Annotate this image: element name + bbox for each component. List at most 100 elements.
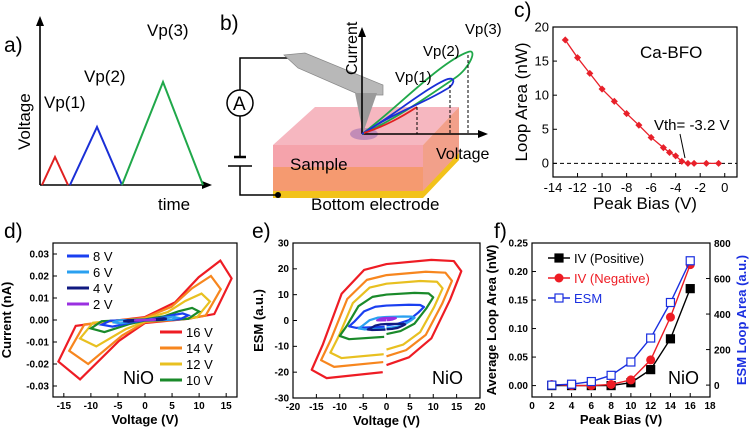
b-xlabel: Voltage	[436, 146, 489, 163]
x-tick-label: -14	[544, 180, 563, 195]
y-tick-label: -20	[275, 368, 290, 379]
x-tick-label: 8	[608, 401, 614, 412]
y-tick-label: 20	[278, 264, 290, 275]
x-tick-label: 15	[221, 401, 233, 412]
x-tick-label: 0	[384, 402, 390, 413]
panel-label-c: c)	[514, 0, 532, 22]
panel-label-b: b)	[220, 12, 239, 35]
x-tick-label: 20	[474, 402, 486, 413]
b-peak-1: Vp(1)	[395, 69, 432, 86]
x-tick-label: 6	[589, 401, 595, 412]
b-ylabel: Current	[344, 21, 361, 75]
panel-label-a: a)	[4, 34, 23, 57]
data-point	[715, 159, 723, 167]
data-point	[685, 256, 695, 266]
y-tick-label: 0.00	[30, 315, 50, 326]
a-xlabel: time	[158, 195, 190, 214]
arrow-head-icon	[202, 181, 212, 189]
peak-dashed-lines	[416, 55, 469, 134]
data-point	[554, 273, 564, 283]
data-point	[665, 334, 676, 344]
y-tick-label: 15	[535, 53, 549, 68]
electrode-label: Bottom electrode	[311, 195, 440, 214]
data-point	[646, 355, 656, 365]
data-point	[626, 375, 636, 385]
x-tick-label: 2	[549, 401, 555, 412]
panel-label-d: d)	[4, 220, 23, 243]
x-tick-label: 0	[529, 401, 535, 412]
y-tick-label: 0	[283, 316, 289, 327]
y-right-tick-label: 600	[714, 275, 731, 286]
x-tick-label: -4	[670, 180, 682, 195]
y-tick-label: -0.03	[26, 381, 49, 392]
data-point	[566, 379, 577, 389]
x-tick-label: 10	[625, 401, 637, 412]
sample-front-upper	[273, 145, 423, 167]
plot-frame	[552, 26, 738, 178]
b-loop-1	[363, 106, 418, 134]
y-tick-label: 0.10	[509, 324, 529, 335]
ammeter-label: A	[233, 94, 246, 115]
chart-c: -14 -12 -10 -8 -6 -4 -2 0 0 5 10 15 20 Peak Bias (V) L…	[512, 19, 738, 213]
arrow-head-icon	[478, 130, 488, 138]
loop-8V	[348, 303, 425, 330]
legend-label: ESM	[574, 291, 602, 306]
data-point	[690, 159, 698, 167]
x-tick-label: -5	[113, 401, 122, 412]
x-tick-label: -12	[568, 180, 587, 195]
x-tick-label: 0	[142, 401, 148, 412]
x-tick-label: -15	[309, 402, 324, 413]
data-point	[665, 312, 675, 322]
pulse-1	[41, 154, 69, 186]
sample-front-lower	[273, 167, 423, 191]
sample-side-face	[423, 107, 459, 197]
x-tick-label: -10	[593, 180, 612, 195]
pulse-2	[69, 124, 123, 186]
y-tick-label: -0.01	[26, 337, 49, 348]
data-point	[672, 152, 680, 160]
x-tick-label: 14	[665, 401, 677, 412]
data-point	[623, 110, 631, 118]
annotation: NiO	[668, 368, 699, 388]
y-tick-label: 0.02	[30, 271, 50, 282]
x-tick-label: 10	[428, 402, 440, 413]
data-point	[665, 297, 676, 308]
y-tick-label: 0.05	[509, 352, 529, 363]
data-point	[646, 365, 656, 375]
legend-label: 12 V	[186, 357, 213, 372]
legend-label: 6 V	[93, 265, 113, 280]
cantilever	[283, 52, 384, 96]
threshold-label: Vth= -3.2 V	[654, 117, 729, 134]
y-tick-label: 10	[535, 88, 549, 103]
arrow-head-icon	[36, 16, 44, 26]
y-right-axis-label: ESM Loop Area (a.u.)	[734, 255, 749, 385]
loop-10V	[338, 291, 435, 341]
data-point	[678, 157, 686, 165]
legend-label: 2 V	[93, 297, 113, 312]
data-point	[635, 121, 643, 129]
circuit-wire	[239, 57, 307, 90]
b-loop-3	[361, 50, 474, 135]
data-point	[626, 357, 636, 367]
y-right-tick-label: 800	[714, 239, 731, 250]
y-tick-label: 0.25	[509, 238, 529, 249]
legend-label: IV (Positive)	[574, 251, 644, 266]
y-right-tick-label: 0	[714, 381, 720, 392]
y-tick-label: -30	[275, 393, 290, 404]
a-peak-2: Vp(2)	[84, 67, 126, 86]
annotation: Ca-BFO	[640, 43, 702, 62]
legend-label: 4 V	[93, 281, 113, 296]
x-tick-label: 18	[704, 401, 716, 412]
contact-dot	[275, 192, 281, 198]
y-tick-label: -0.02	[26, 359, 49, 370]
sample-top-face	[273, 107, 459, 145]
y-tick-label: 30	[278, 238, 290, 249]
x-axis-label: Peak Bias (V)	[593, 194, 697, 213]
data-point	[685, 284, 695, 294]
legend-label: 14 V	[186, 341, 213, 356]
x-tick-label: 5	[169, 401, 175, 412]
data-point	[586, 69, 594, 77]
x-tick-label: -15	[57, 401, 72, 412]
plot-frame	[531, 242, 711, 398]
